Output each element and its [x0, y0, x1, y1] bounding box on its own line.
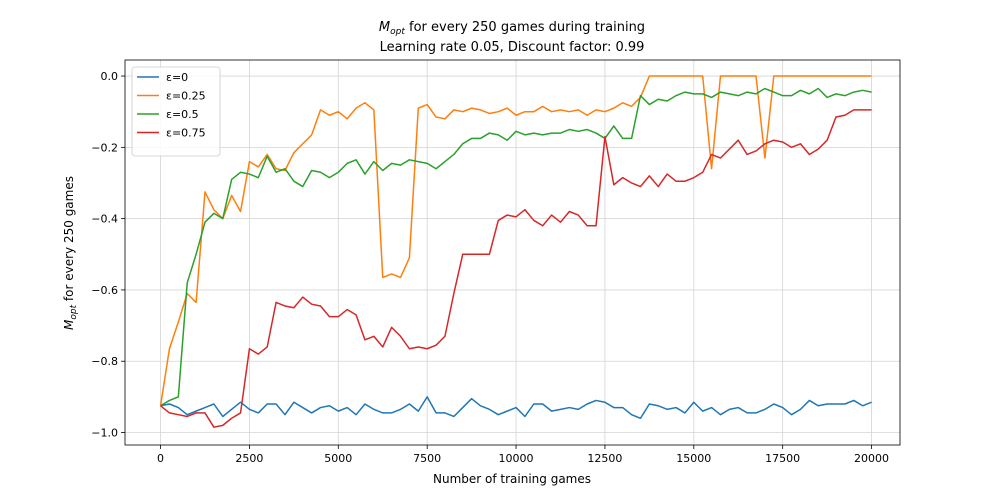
- x-tick-label: 0: [157, 452, 164, 465]
- chart-title: Mopt for every 250 games during training: [379, 20, 645, 37]
- series-line-1: [159, 75, 872, 406]
- x-tick-label: 7500: [413, 452, 441, 465]
- series-layer: [159, 75, 872, 428]
- y-tick-label: 0.0: [101, 70, 119, 83]
- plot-frame: [124, 59, 901, 446]
- x-tick-label: 20000: [854, 452, 889, 465]
- series-line-2: [160, 87, 872, 407]
- legend-label-0: ε=0: [166, 71, 188, 84]
- tick-layer: 0 2500 5000 7500 10000 12500 15000 17500 20000 0.…: [91, 70, 889, 465]
- legend: ε=0 ε=0.25 ε=0.5 ε=0.75: [131, 66, 221, 157]
- x-axis-label: Number of training games: [433, 472, 591, 486]
- legend-box: [131, 66, 221, 157]
- y-tick-label: −0.2: [91, 141, 118, 154]
- x-tick-label: 2500: [235, 452, 263, 465]
- series-line-3: [160, 109, 872, 428]
- legend-label-2: ε=0.5: [166, 108, 199, 121]
- x-tick-label: 15000: [676, 452, 711, 465]
- legend-label-3: ε=0.75: [166, 127, 206, 140]
- x-tick-label: 10000: [499, 452, 534, 465]
- y-tick-label: −0.8: [91, 355, 118, 368]
- y-tick-label: −1.0: [91, 427, 118, 440]
- y-axis-label: Mopt for every 250 games: [62, 176, 79, 330]
- legend-label-1: ε=0.25: [166, 90, 206, 103]
- y-tick-label: −0.6: [91, 284, 118, 297]
- chart-subtitle: Learning rate 0.05, Discount factor: 0.9…: [380, 40, 645, 55]
- y-tick-label: −0.4: [91, 213, 118, 226]
- x-tick-label: 5000: [324, 452, 352, 465]
- grid: [125, 60, 900, 445]
- x-tick-label: 12500: [587, 452, 622, 465]
- series-line-0: [160, 396, 872, 420]
- x-tick-label: 17500: [765, 452, 800, 465]
